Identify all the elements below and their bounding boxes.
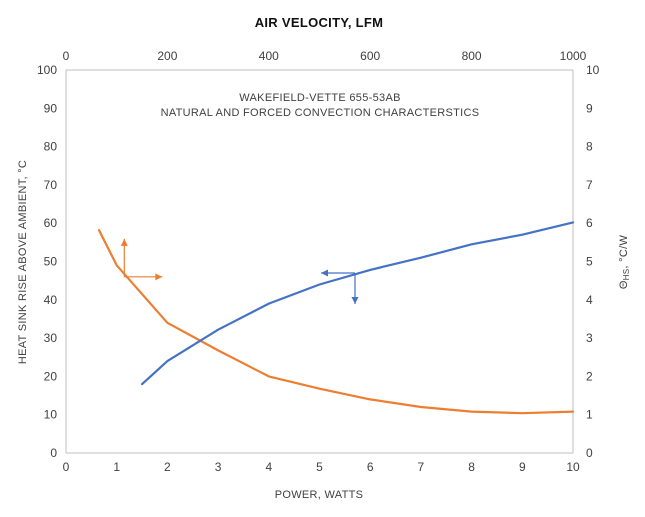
x-tick-label: 0 xyxy=(63,460,70,474)
x-tick-label: 7 xyxy=(418,460,425,474)
y-tick-label: 100 xyxy=(37,63,57,77)
x2-tick-label: 800 xyxy=(462,49,482,63)
y2-tick-label: 8 xyxy=(586,140,593,154)
marker-arrow-blue-down-head xyxy=(351,296,359,304)
y-tick-label: 90 xyxy=(44,101,58,115)
series-line-forced-convection xyxy=(141,221,575,386)
marker-arrow-orange-right-head xyxy=(155,273,163,281)
marker-arrow-blue-down xyxy=(351,272,359,304)
y2-tick-label: 5 xyxy=(586,255,593,269)
marker-arrow-orange-up-head xyxy=(120,238,128,246)
x-tick-label: 4 xyxy=(265,460,272,474)
x-tick-label: 6 xyxy=(367,460,374,474)
x-tick-label: 10 xyxy=(566,460,580,474)
x-tick-labels: 0 1 2 3 4 5 6 7 8 9 10 xyxy=(63,460,580,474)
y2-axis-label-sub: HS xyxy=(622,269,631,281)
y-tick-label: 20 xyxy=(44,369,58,383)
y-tick-labels: 0 10 20 30 40 50 60 70 80 90 100 xyxy=(37,63,57,460)
y2-tick-label: 0 xyxy=(586,446,593,460)
x-tick-label: 9 xyxy=(519,460,526,474)
x-tick-label: 3 xyxy=(215,460,222,474)
y-tick-label: 60 xyxy=(44,216,58,230)
x2-tick-label: 200 xyxy=(157,49,177,63)
x-axis-label: POWER, WATTS xyxy=(275,489,364,501)
y2-axis-label-rest: , °C/W xyxy=(618,235,630,269)
marker-arrow-blue-left-head xyxy=(320,269,328,277)
x2-tick-labels: 0 200 400 600 800 1000 xyxy=(63,49,587,63)
y2-tick-label: 2 xyxy=(586,369,593,383)
x-tick-label: 1 xyxy=(113,460,120,474)
y2-tick-label: 6 xyxy=(586,216,593,230)
y2-tick-label: 3 xyxy=(586,331,593,345)
y2-tick-label: 10 xyxy=(586,63,600,77)
x2-tick-label: 0 xyxy=(63,49,70,63)
x-tick-label: 2 xyxy=(164,460,171,474)
y-tick-label: 40 xyxy=(44,293,58,307)
y2-tick-label: 4 xyxy=(586,293,593,307)
y2-tick-label: 1 xyxy=(586,408,593,422)
y2-axis-label: ΘHS, °C/W xyxy=(618,235,631,290)
chart-annotation-line-1: WAKEFIELD-VETTE 655-53AB xyxy=(239,92,400,104)
x2-tick-label: 600 xyxy=(360,49,380,63)
chart-title: AIR VELOCITY, LFM xyxy=(255,15,384,30)
y-tick-label: 10 xyxy=(44,408,58,422)
y-axis-label: HEAT SINK RISE ABOVE AMBIENT, °C xyxy=(17,160,29,364)
x-tick-label: 8 xyxy=(468,460,475,474)
series-group xyxy=(97,221,575,415)
marker-arrow-orange-up xyxy=(120,238,128,277)
plot-frame xyxy=(65,69,574,454)
y2-axis-label-main: Θ xyxy=(618,280,630,289)
marker-arrow-orange-right xyxy=(124,273,163,281)
marker-group xyxy=(120,238,359,304)
y-tick-label: 0 xyxy=(50,446,57,460)
x2-tick-label: 1000 xyxy=(560,49,587,63)
y2-tick-label: 9 xyxy=(586,101,593,115)
chart-annotation-line-2: NATURAL AND FORCED CONVECTION CHARACTERS… xyxy=(161,107,480,119)
marker-arrow-blue-left xyxy=(320,269,355,277)
y2-tick-labels: 0 1 2 3 4 5 6 7 8 9 10 xyxy=(586,63,600,460)
y2-tick-label: 7 xyxy=(586,178,593,192)
y-tick-label: 30 xyxy=(44,331,58,345)
y-tick-label: 70 xyxy=(44,178,58,192)
series-line-natural-convection xyxy=(97,229,575,415)
y-tick-label: 80 xyxy=(44,140,58,154)
x2-tick-label: 400 xyxy=(259,49,279,63)
y-tick-label: 50 xyxy=(44,255,58,269)
x-tick-label: 5 xyxy=(316,460,323,474)
